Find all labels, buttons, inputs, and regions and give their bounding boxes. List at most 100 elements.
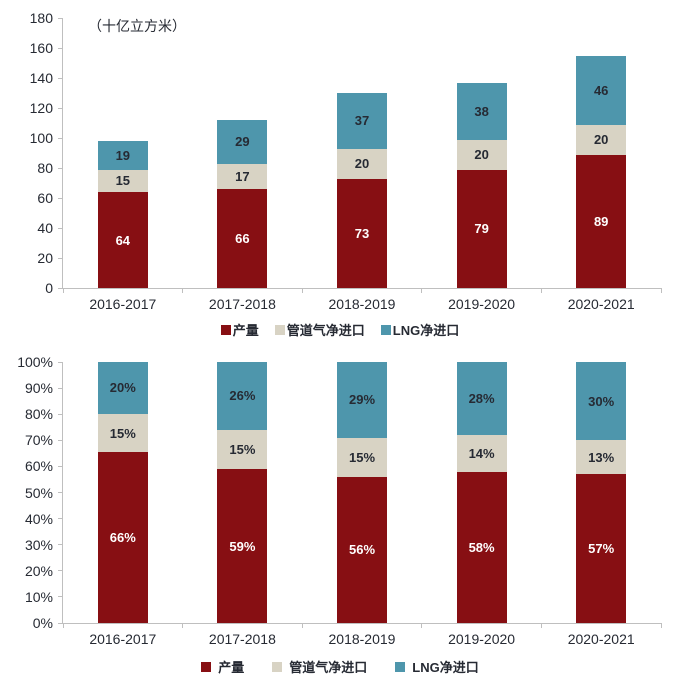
- x-axis-category-label: 2017-2018: [208, 296, 276, 312]
- x-axis-tick: [301, 288, 303, 293]
- y-axis-tick-label: 20%: [24, 562, 53, 579]
- y-axis-tick: [58, 570, 63, 572]
- legend-label-lng: LNG净进口: [392, 323, 460, 338]
- y-axis-tick-label: 80: [37, 160, 53, 176]
- y-axis-tick: [58, 167, 63, 169]
- bar-segment-lng: 26%: [217, 362, 268, 430]
- legend-label-pipeline: 管道气净进口: [289, 660, 368, 675]
- x-axis-category-label: 2018-2019: [328, 631, 396, 647]
- bar-segment-pipeline: 15%: [337, 437, 387, 477]
- y-axis-tick-label: 100: [29, 130, 53, 146]
- x-axis-tick: [182, 288, 184, 293]
- bar-segment-lng: 46: [576, 55, 627, 125]
- x-axis-tick: [301, 623, 303, 628]
- y-axis-tick-label: 70%: [24, 432, 53, 449]
- y-axis-tick-label: 180: [29, 10, 53, 26]
- y-axis-tick: [58, 439, 63, 441]
- y-axis-tick-label: 0: [45, 280, 53, 296]
- y-axis-tick-label: 40%: [24, 510, 53, 527]
- bar-segment-pipeline: 20: [337, 148, 387, 179]
- y-axis-tick: [58, 622, 63, 624]
- bar-value-label: 56%: [348, 542, 376, 558]
- legend-label-production: 产量: [232, 323, 259, 338]
- bar-value-label: 20: [593, 132, 609, 147]
- y-axis-unit-label: （十亿立方米）: [88, 18, 186, 34]
- bar-segment-pipeline: 20: [576, 124, 627, 155]
- legend-label-pipeline: 管道气净进口: [286, 323, 365, 338]
- bar-value-label: 13%: [588, 449, 615, 465]
- x-axis-tick: [660, 288, 662, 293]
- bar-segment-lng: 30%: [576, 362, 627, 441]
- bar-value-label: 15: [115, 173, 131, 189]
- bar-segment-production: 89: [576, 154, 627, 288]
- bar-value-label: 19: [115, 147, 131, 163]
- bar-value-label: 58%: [468, 539, 495, 555]
- y-axis-tick-label: 60%: [24, 458, 53, 475]
- y-axis-tick: [58, 227, 63, 229]
- y-axis-tick: [58, 137, 63, 139]
- x-axis-category-label: 2016-2017: [89, 631, 157, 647]
- bar-segment-production: 57%: [576, 474, 627, 623]
- bar-value-label: 64: [115, 232, 131, 248]
- bar-segment-pipeline: 13%: [576, 440, 627, 475]
- bar-value-label: 20: [354, 156, 370, 171]
- bar-value-label: 29%: [348, 392, 376, 408]
- y-axis-tick: [58, 387, 63, 389]
- percent-stacked-bar-chart: 0% 10% 20% 30% 40% 50% 60% 70% 80% 90% 100% 2016-20…: [17, 354, 662, 647]
- bar-segment-production: 56%: [337, 476, 387, 623]
- bar-value-label: 20: [474, 147, 489, 162]
- x-axis-tick: [421, 288, 423, 293]
- bar-segment-lng: 28%: [456, 362, 507, 436]
- bar-segment-pipeline: 17: [217, 163, 268, 189]
- bar-value-label: 59%: [229, 538, 256, 554]
- y-axis-tick: [58, 492, 63, 493]
- y-axis-tick: [58, 287, 63, 289]
- bar-value-label: 79: [474, 221, 489, 237]
- y-axis-tick: [58, 544, 63, 546]
- bar-value-label: 66: [235, 231, 250, 246]
- bar-segment-production: 79: [456, 169, 507, 288]
- bar-value-label: 26%: [229, 388, 256, 404]
- production-swatch-icon: [201, 661, 212, 672]
- y-axis-tick: [58, 77, 63, 79]
- bar-value-label: 57%: [588, 541, 615, 557]
- bar-segment-pipeline: 15%: [217, 429, 268, 470]
- bar-value-label: 15%: [109, 425, 136, 441]
- bar-segment-production: 64: [97, 192, 148, 288]
- bar-segment-pipeline: 15: [97, 169, 148, 192]
- y-axis-tick-label: 100%: [17, 354, 53, 370]
- bar-segment-lng: 38: [456, 82, 507, 140]
- legend-item-lng: LNG净进口: [380, 320, 460, 339]
- production-swatch-icon: [220, 324, 231, 335]
- bar-value-label: 29: [235, 134, 250, 150]
- lng-swatch-icon: [395, 661, 406, 672]
- bar-value-label: 38: [474, 103, 489, 119]
- legend-volume-chart: 产量 管道气净进口 LNG净进口: [0, 320, 680, 339]
- bar-segment-production: 58%: [456, 471, 507, 623]
- x-axis-tick: [540, 623, 542, 628]
- bar-segment-production: 73: [337, 178, 387, 288]
- y-axis-tick-label: 140: [29, 70, 53, 86]
- bar-segment-lng: 20%: [97, 362, 148, 414]
- bar-segment-lng: 37: [337, 93, 387, 149]
- x-axis-category-label: 2017-2018: [208, 631, 276, 647]
- x-axis-category-label: 2020-2021: [567, 296, 635, 312]
- x-axis-category-label: 2018-2019: [328, 296, 396, 312]
- y-axis-tick-label: 30%: [24, 536, 53, 553]
- legend-item-production: 产量: [201, 657, 244, 676]
- bar-segment-lng: 29: [217, 120, 268, 164]
- y-axis-tick-label: 160: [29, 40, 53, 56]
- bar-value-label: 37: [354, 113, 370, 129]
- volume-stacked-bar-chart: 0 20 40 60 80 100 120 140 160 180 2016-2017 2017-20…: [30, 10, 662, 312]
- y-axis-tick-label: 40: [37, 220, 53, 236]
- x-axis-tick: [421, 623, 423, 628]
- y-axis-tick-label: 80%: [24, 406, 53, 423]
- y-axis-tick: [58, 107, 63, 109]
- y-axis-tick-label: 10%: [24, 588, 53, 605]
- bar-value-label: 20%: [109, 380, 136, 396]
- x-axis-category-label: 2019-2020: [448, 631, 516, 647]
- y-axis-tick: [58, 518, 63, 520]
- y-axis-tick-label: 20: [37, 250, 53, 266]
- x-axis-category-label: 2019-2020: [448, 296, 516, 312]
